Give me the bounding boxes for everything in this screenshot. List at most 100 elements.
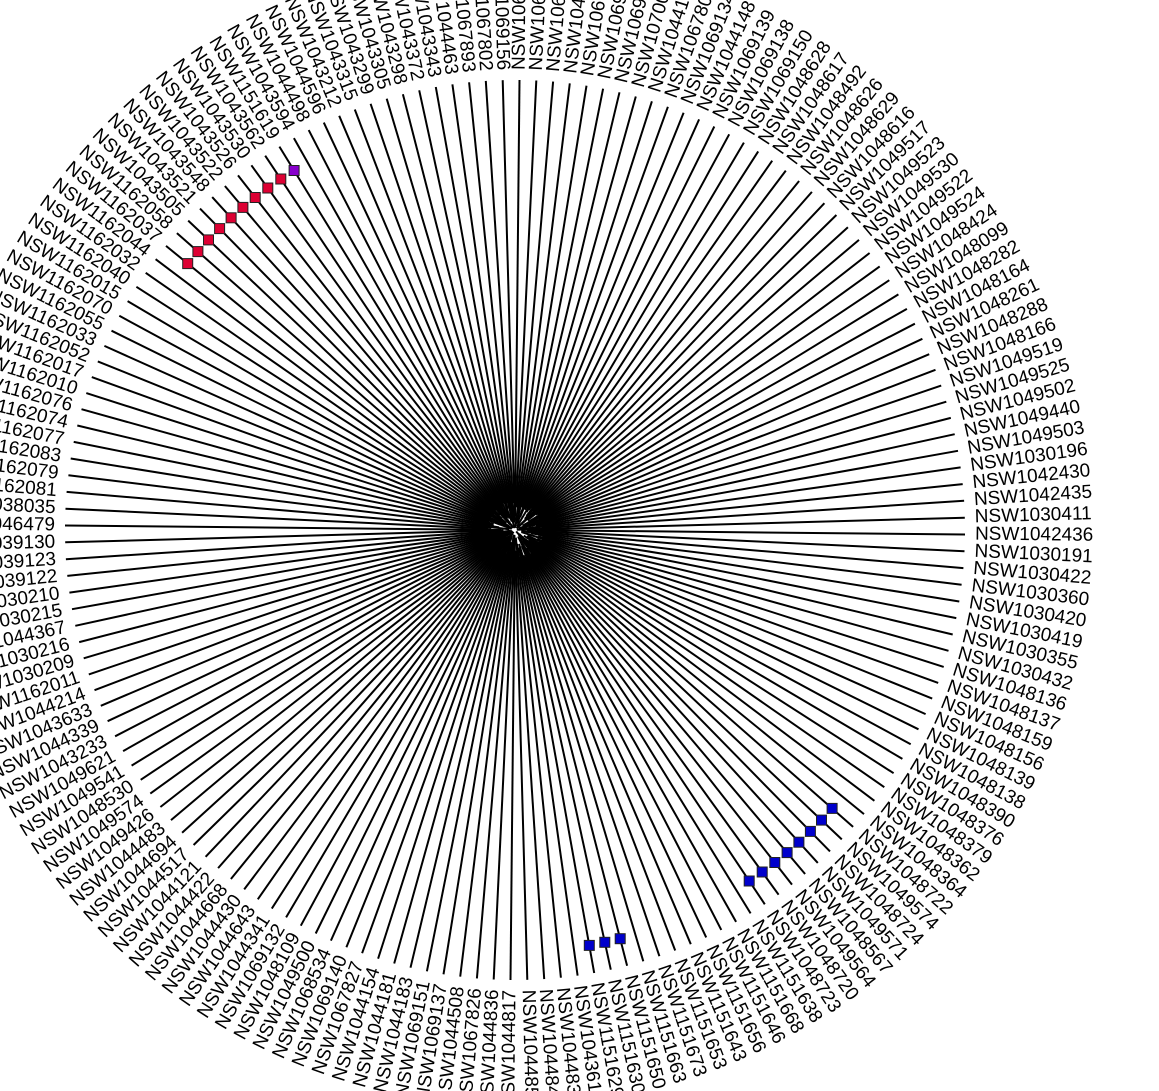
branch	[77, 424, 493, 526]
tip-label: NSW1044836	[477, 989, 504, 1091]
branch	[522, 554, 661, 957]
tip-marker	[756, 866, 768, 878]
branch	[94, 531, 510, 692]
branch	[369, 103, 509, 510]
branch	[520, 531, 945, 668]
branch	[535, 433, 955, 527]
branch	[88, 530, 513, 676]
branch	[501, 80, 516, 521]
branch	[509, 539, 516, 981]
branch	[192, 535, 510, 846]
branch	[516, 142, 745, 528]
branch	[528, 293, 899, 523]
tip-label: NSW1067792	[509, 0, 531, 70]
branch	[468, 82, 516, 523]
branch	[377, 541, 513, 960]
branch	[525, 180, 800, 517]
branch	[65, 529, 504, 544]
branch	[524, 126, 716, 511]
branch	[285, 534, 513, 918]
branch	[524, 537, 854, 828]
branch	[536, 449, 959, 528]
branch	[484, 80, 515, 504]
branch	[73, 440, 494, 527]
branch	[243, 531, 515, 891]
branch	[256, 548, 503, 900]
branch	[527, 534, 927, 716]
branch	[515, 550, 546, 980]
branch	[518, 88, 605, 507]
branch	[217, 532, 514, 869]
branch	[69, 529, 511, 594]
branch	[78, 532, 503, 644]
branch	[537, 279, 890, 516]
branch	[532, 541, 885, 789]
branch	[524, 191, 813, 520]
branch	[361, 553, 508, 954]
branch	[122, 532, 510, 752]
tip-marker	[225, 212, 237, 224]
branch	[516, 543, 579, 976]
branch	[515, 530, 806, 875]
branch	[165, 245, 508, 524]
branch	[64, 524, 502, 531]
tip-marker	[781, 847, 793, 859]
branch	[118, 314, 492, 519]
tip-marker	[614, 933, 626, 945]
branch	[75, 529, 512, 627]
branch	[531, 516, 965, 531]
branch	[516, 85, 588, 514]
branch	[353, 109, 513, 522]
branch	[68, 474, 510, 531]
branch	[521, 536, 831, 853]
branch	[524, 322, 916, 526]
branch	[538, 541, 919, 731]
branch	[538, 337, 923, 520]
branch	[530, 538, 903, 760]
branch	[520, 96, 637, 508]
tip-marker	[192, 246, 204, 258]
branch	[524, 540, 819, 864]
branch	[537, 535, 949, 652]
branch	[307, 129, 504, 507]
branch	[520, 541, 723, 931]
branch	[541, 483, 963, 529]
branches	[64, 79, 966, 981]
branch	[71, 530, 507, 611]
tip-marker	[275, 173, 287, 185]
branch	[264, 155, 508, 518]
tip-label: NSW1046479	[0, 513, 55, 535]
tip-marker	[237, 201, 249, 213]
branch	[522, 308, 908, 527]
branch	[338, 115, 505, 504]
branch	[525, 150, 760, 513]
branch	[270, 532, 514, 910]
branch	[131, 530, 514, 767]
branch	[521, 100, 653, 508]
branch	[425, 534, 515, 972]
branch	[293, 137, 509, 518]
tip-label: NSW1044856	[518, 989, 542, 1091]
branch	[526, 529, 966, 536]
branch	[393, 545, 512, 964]
branch	[159, 536, 507, 808]
branch	[519, 551, 629, 967]
branch	[103, 344, 502, 525]
branch	[517, 226, 849, 529]
branch	[528, 416, 952, 528]
tip-label: NSW1069156	[489, 0, 513, 70]
branch	[529, 353, 930, 525]
branch	[67, 530, 504, 577]
branch	[176, 232, 503, 520]
branch	[149, 538, 503, 795]
branch	[542, 535, 953, 636]
branch	[535, 265, 881, 516]
branch	[526, 252, 871, 521]
tip-marker	[182, 258, 194, 270]
branch	[536, 537, 933, 700]
branch	[515, 80, 538, 507]
branch	[65, 530, 501, 561]
branch	[527, 539, 876, 802]
tip-marker	[804, 825, 816, 837]
branch	[530, 532, 957, 620]
